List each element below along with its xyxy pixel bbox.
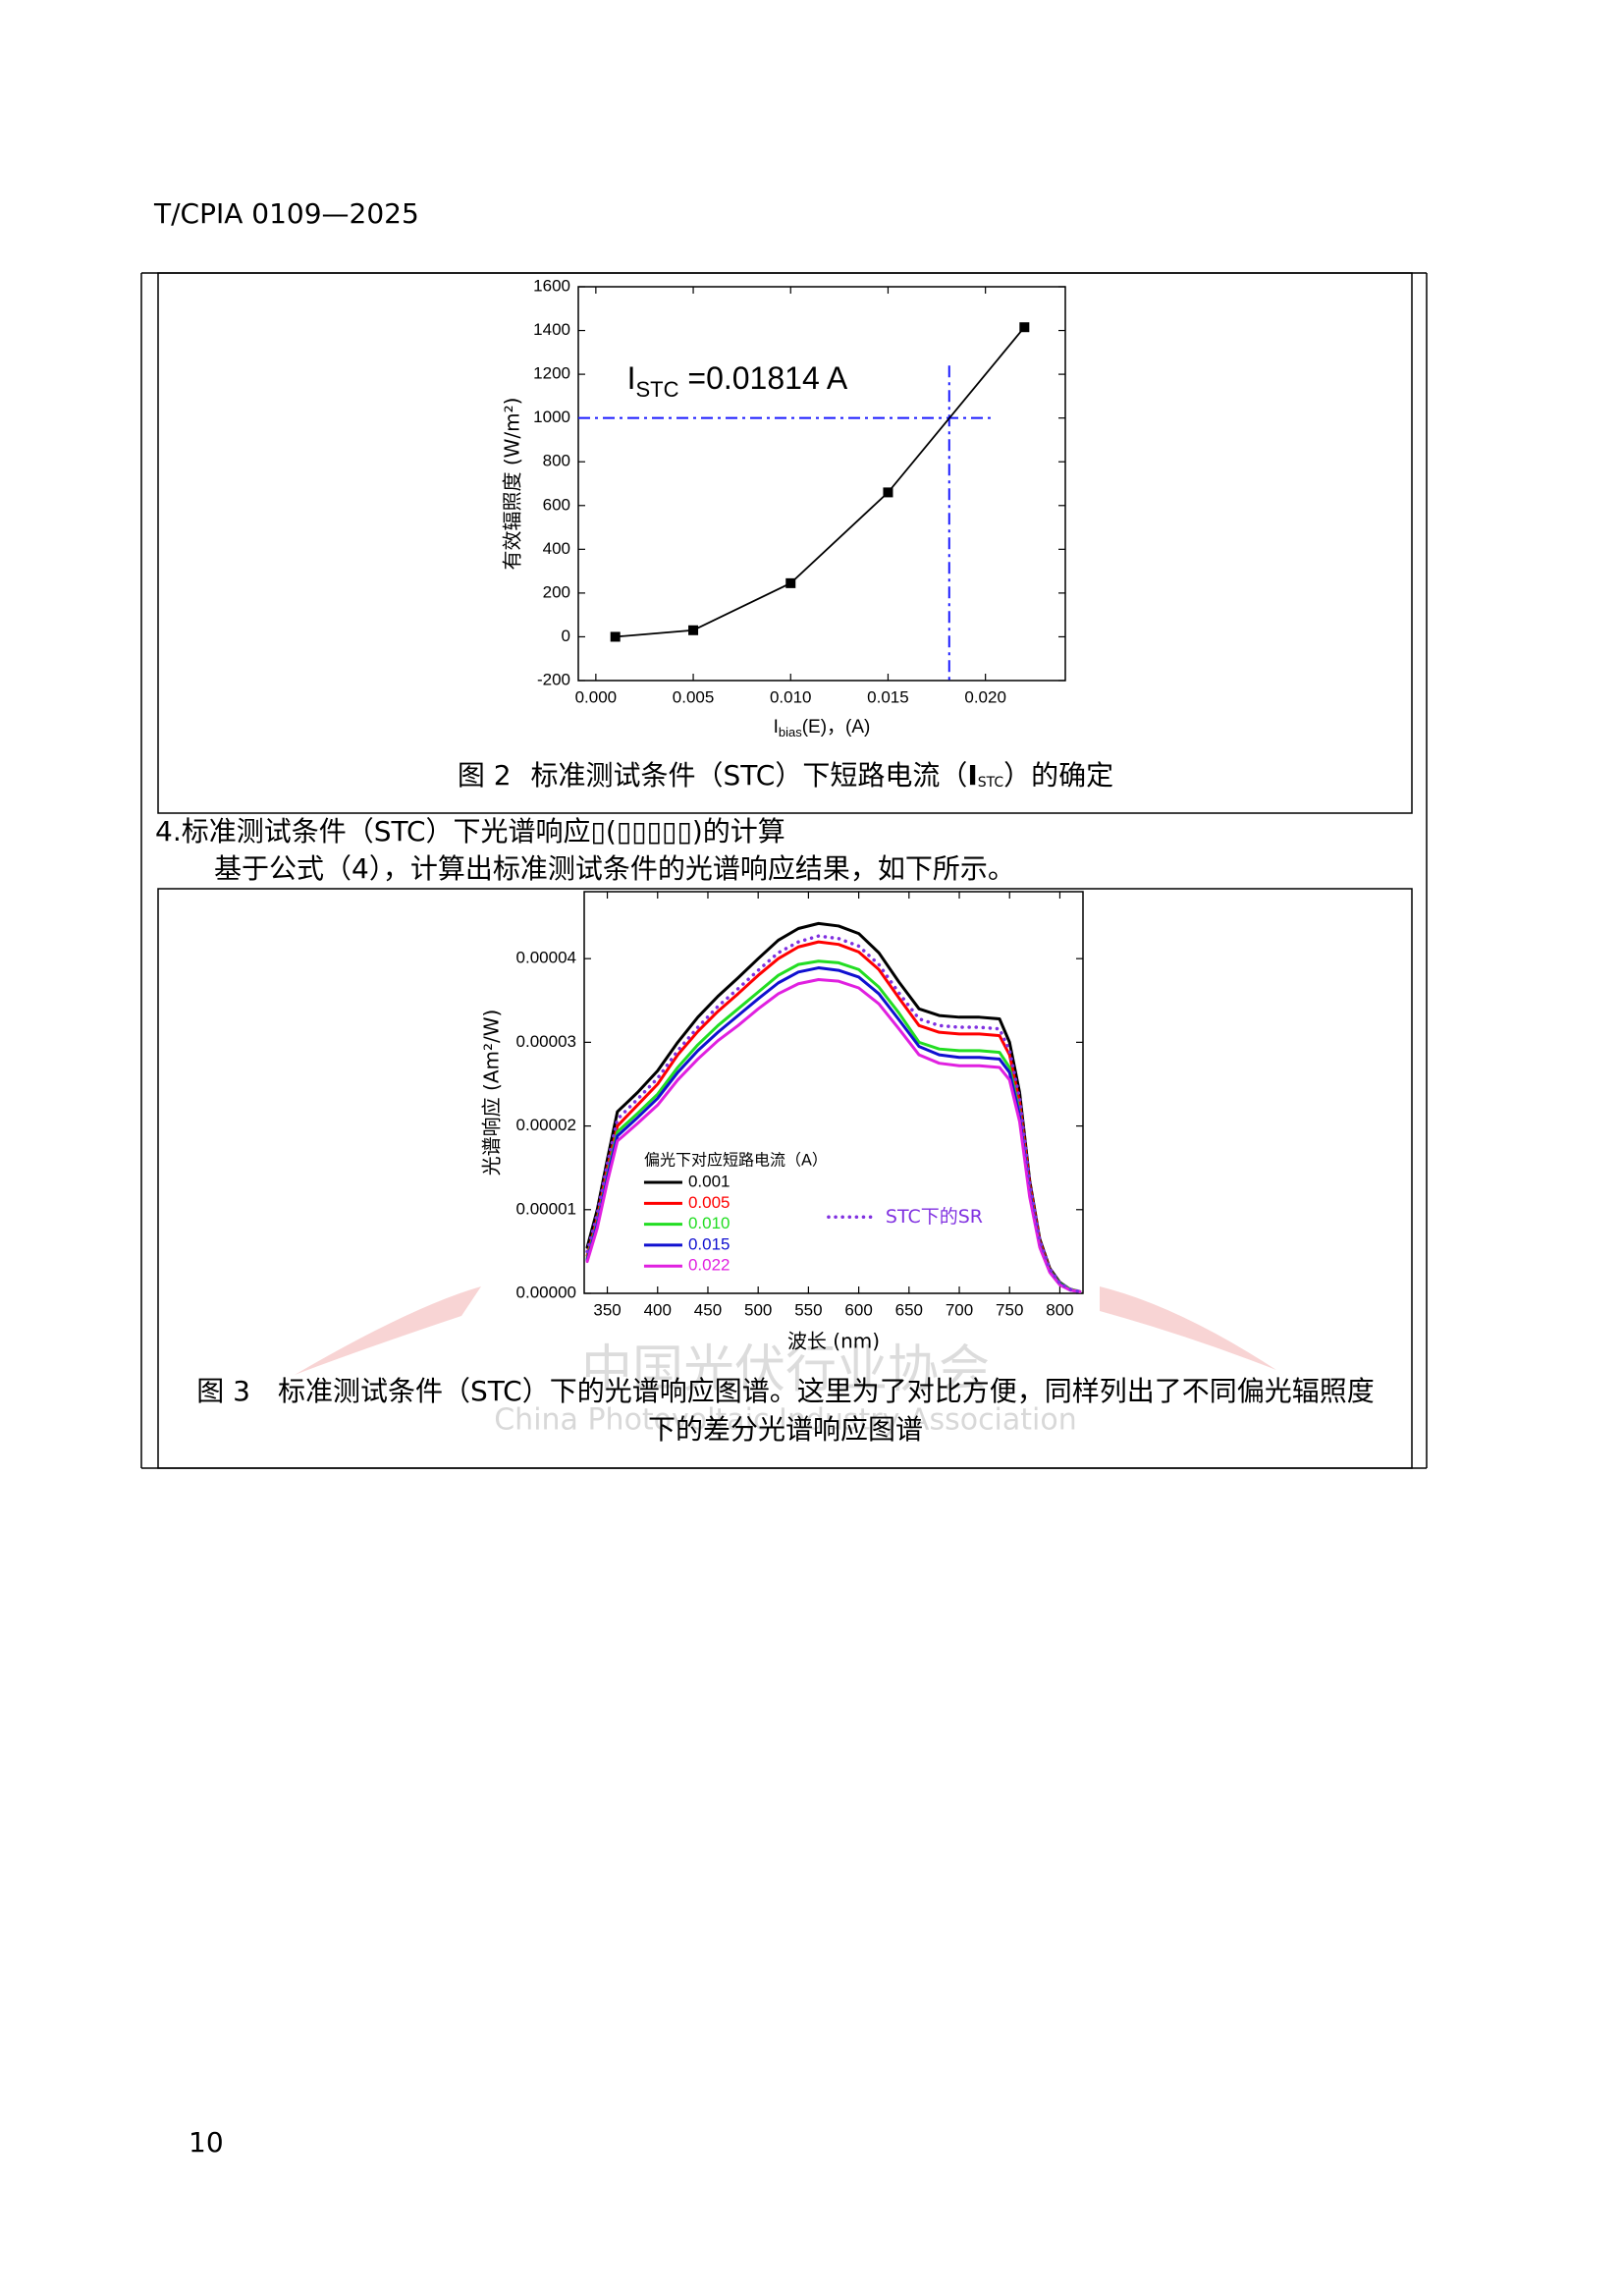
x-tick-label: 550: [794, 1300, 822, 1319]
y-tick-label: 200: [543, 582, 570, 601]
x-tick-label: 0.005: [673, 687, 715, 706]
paragraph: 基于公式（4），计算出标准测试条件的光谱响应结果，如下所示。: [214, 852, 1015, 885]
legend-label: 0.001: [688, 1173, 730, 1191]
y-tick-label: 0.00000: [516, 1283, 576, 1301]
x-tick-label: 350: [593, 1300, 621, 1319]
x-tick-label: 500: [744, 1300, 772, 1319]
figure-caption: 下的差分光谱响应图谱: [648, 1413, 923, 1446]
y-tick-label: 0.00004: [516, 949, 576, 967]
data-marker: [610, 631, 621, 642]
annotation: ISTC =0.01814 A: [627, 361, 848, 402]
plot-frame: [583, 891, 1084, 1294]
annotation-sub: STC: [635, 377, 678, 402]
watermark-cn: 中国光伏行业协会: [581, 1340, 990, 1399]
caption-number: 图 2: [458, 759, 512, 792]
legend-label: 0.015: [688, 1234, 730, 1253]
annotation-main: I: [627, 361, 636, 397]
page-number: 10: [189, 2126, 224, 2159]
y-tick-label: 1600: [533, 276, 570, 295]
x-tick-label: 400: [644, 1300, 672, 1319]
x-label-rest: (E)，(A): [802, 717, 871, 738]
data-marker: [883, 487, 893, 498]
y-tick-label: 0: [562, 627, 570, 645]
legend-label: 0.010: [688, 1214, 730, 1232]
data-marker: [785, 577, 796, 588]
caption-text: ）的确定: [1003, 759, 1113, 792]
legend-label: 0.022: [688, 1256, 730, 1275]
y-tick-label: 800: [543, 452, 570, 470]
watermark-swoosh: [1100, 1286, 1276, 1370]
header: T/CPIA 0109—2025: [153, 197, 419, 230]
x-tick-label: 600: [844, 1300, 872, 1319]
data-marker: [688, 625, 699, 635]
annotation-rest: =0.01814 A: [678, 361, 847, 397]
plot-frame: [577, 286, 1066, 682]
y-tick-label: -200: [537, 670, 570, 688]
caption-text: 标准测试条件（STC）下短路电流（: [531, 759, 968, 792]
x-label-main: I: [774, 717, 779, 738]
y-axis-label: 有效辐照度 (W/m²): [501, 398, 524, 571]
x-tick-label: 0.020: [964, 687, 1006, 706]
x-tick-label: 750: [996, 1300, 1023, 1319]
legend-title: 偏光下对应短路电流（A）: [644, 1151, 828, 1170]
watermark-en: China Photovoltaic Industry Association: [494, 1403, 1077, 1438]
y-tick-label: 0.00001: [516, 1199, 576, 1218]
figure-caption: 图 2 标准测试条件（STC）下短路电流（ISTC）的确定: [458, 759, 1113, 792]
y-tick-label: 1000: [533, 408, 570, 426]
y-tick-label: 0.00002: [516, 1116, 576, 1134]
chart: 350 400 450 500 550 600 650 700 750 800 0.00000 0.0…: [480, 891, 1084, 1353]
figure-frames: [140, 272, 1428, 1469]
data-marker: [1019, 322, 1030, 333]
series-line: [585, 977, 1082, 1293]
watermark-swoosh: [295, 1286, 481, 1375]
chart: 0.000 0.005 0.010 0.015 0.020 -200 0 200 400 600 8…: [501, 276, 1066, 739]
series-line: [585, 934, 1082, 1294]
section-heading: 4.标准测试条件（STC）下光谱响应▯(▯▯▯▯▯)的计算: [155, 815, 785, 847]
x-tick-label: 450: [694, 1300, 722, 1319]
y-tick-label: 400: [543, 539, 570, 558]
x-tick-label: 0.010: [770, 687, 812, 706]
x-axis-label: Ibias(E)，(A): [774, 717, 871, 739]
y-tick-label: 0.00003: [516, 1032, 576, 1051]
x-tick-label: 800: [1046, 1300, 1073, 1319]
legend-label: 0.005: [688, 1193, 730, 1212]
x-axis-label: 波长 (nm): [787, 1330, 880, 1353]
x-tick-label: 650: [895, 1300, 923, 1319]
legend-label: STC下的SR: [886, 1206, 983, 1228]
x-tick-label: 0.015: [867, 687, 909, 706]
y-tick-label: 1400: [533, 320, 570, 339]
x-tick-label: 0.000: [575, 687, 618, 706]
caption-subscript: STC: [978, 775, 1004, 791]
y-axis-label: 光谱响应 (Am²/W): [480, 1010, 504, 1176]
caption-symbol: I: [967, 759, 977, 792]
figure-caption: 图 3 标准测试条件（STC）下的光谱响应图谱。这里为了对比方便，同样列出了不同…: [196, 1375, 1375, 1407]
x-tick-label: 700: [946, 1300, 973, 1319]
y-tick-label: 1200: [533, 364, 570, 383]
x-label-sub: bias: [779, 725, 802, 739]
y-tick-label: 600: [543, 495, 570, 514]
